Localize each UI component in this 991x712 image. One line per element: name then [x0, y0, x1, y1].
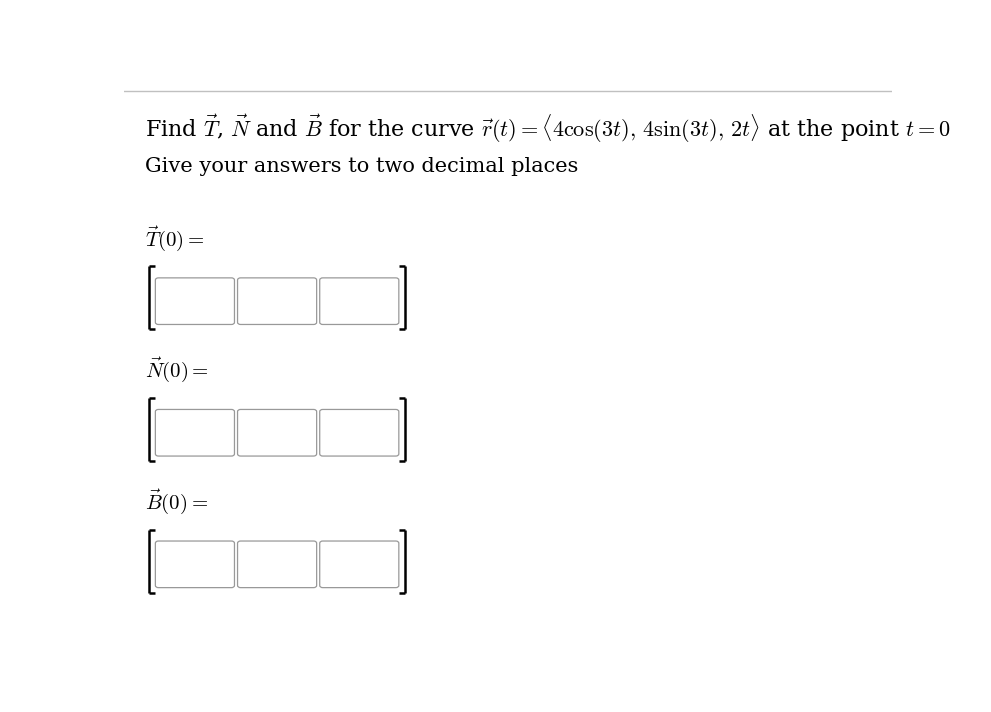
- FancyBboxPatch shape: [156, 278, 235, 325]
- FancyBboxPatch shape: [238, 278, 317, 325]
- FancyBboxPatch shape: [320, 541, 398, 587]
- FancyBboxPatch shape: [156, 541, 235, 587]
- Text: $\vec{N}(0) =$: $\vec{N}(0) =$: [146, 355, 209, 384]
- Text: Give your answers to two decimal places: Give your answers to two decimal places: [146, 157, 579, 176]
- FancyBboxPatch shape: [320, 409, 398, 456]
- Text: Find $\vec{T}$, $\vec{N}$ and $\vec{B}$ for the curve $\vec{r}(t) = \langle 4\co: Find $\vec{T}$, $\vec{N}$ and $\vec{B}$ …: [146, 113, 951, 145]
- FancyBboxPatch shape: [320, 278, 398, 325]
- FancyBboxPatch shape: [156, 409, 235, 456]
- Text: $\vec{T}(0) =$: $\vec{T}(0) =$: [146, 224, 205, 253]
- FancyBboxPatch shape: [238, 541, 317, 587]
- Text: $\vec{B}(0) =$: $\vec{B}(0) =$: [146, 487, 208, 515]
- FancyBboxPatch shape: [238, 409, 317, 456]
